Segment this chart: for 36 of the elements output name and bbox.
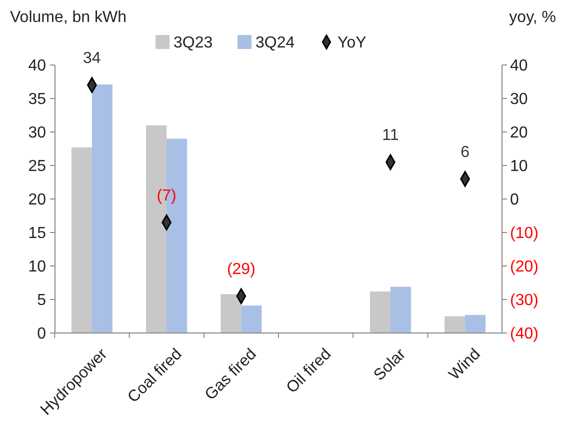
bar [220,294,242,333]
y-axis-title: Volume, bn kWh [10,9,126,26]
bar [241,306,262,333]
y2-tick-label: 40 [510,58,528,75]
y-tick-label: 10 [28,258,46,276]
y-tick-label: 30 [28,124,46,142]
y-tick-label: 15 [28,225,46,242]
y2-tick-label: 20 [510,124,528,142]
legend-label: 3Q23 [174,34,213,52]
y2-tick-label: (40) [510,326,538,343]
y-tick-label: 25 [28,158,46,176]
bar [370,291,390,333]
data-label: (7) [156,187,176,204]
y2-tick-label: (30) [510,292,538,310]
y-tick-label: 20 [28,192,46,209]
y-tick-label: 0 [37,326,46,343]
bar [390,286,411,333]
bar [465,314,486,333]
data-label: 6 [460,144,470,161]
y-tick-label: 35 [28,91,46,108]
y2-tick-label: 0 [510,192,519,209]
data-label: (29) [226,261,256,278]
y2-axis-title: yoy, % [509,9,556,26]
data-label: 11 [382,127,399,144]
y-tick-label: 40 [28,58,46,75]
y2-tick-label: (10) [510,225,538,242]
bar [92,84,112,333]
y2-tick-label: 10 [510,158,528,176]
legend-label: 3Q24 [256,34,295,52]
y-tick-label: 5 [37,292,46,310]
bar [444,316,466,333]
y2-tick-label: 30 [510,91,528,108]
bar [71,147,92,333]
legend-label: YoY [338,34,367,52]
data-label: 34 [83,50,101,68]
y2-tick-label: (20) [510,258,538,276]
